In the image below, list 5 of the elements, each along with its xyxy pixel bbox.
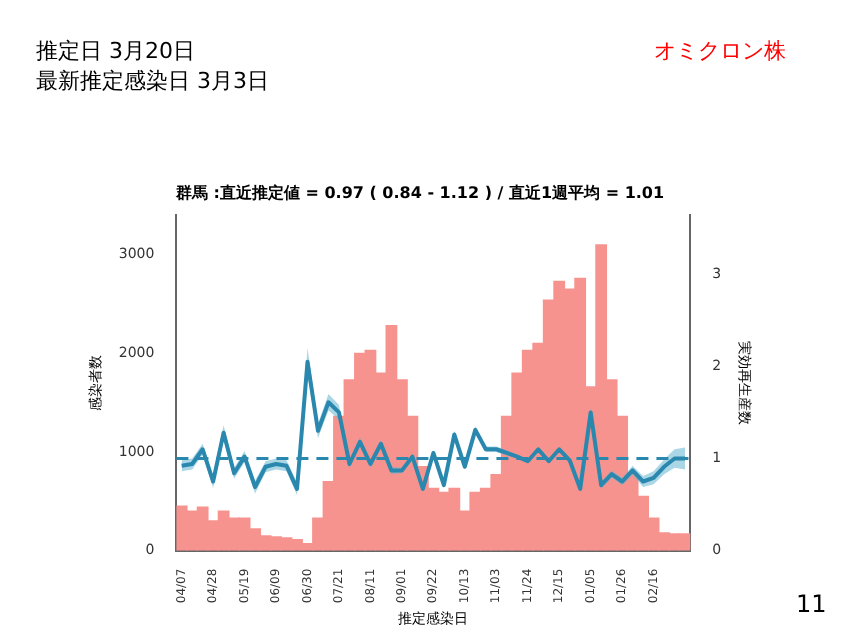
text: 最新推定感染日 3月3日: [36, 66, 269, 96]
text: 推定日 3月20日: [36, 36, 195, 66]
text: オミクロン株: [654, 36, 786, 66]
chart-title: 群馬 :直近推定値 = 0.97 ( 0.84 - 1.12 ) / 直近1週平均 = 1.01: [173, 181, 665, 202]
text: 11: [796, 590, 827, 618]
